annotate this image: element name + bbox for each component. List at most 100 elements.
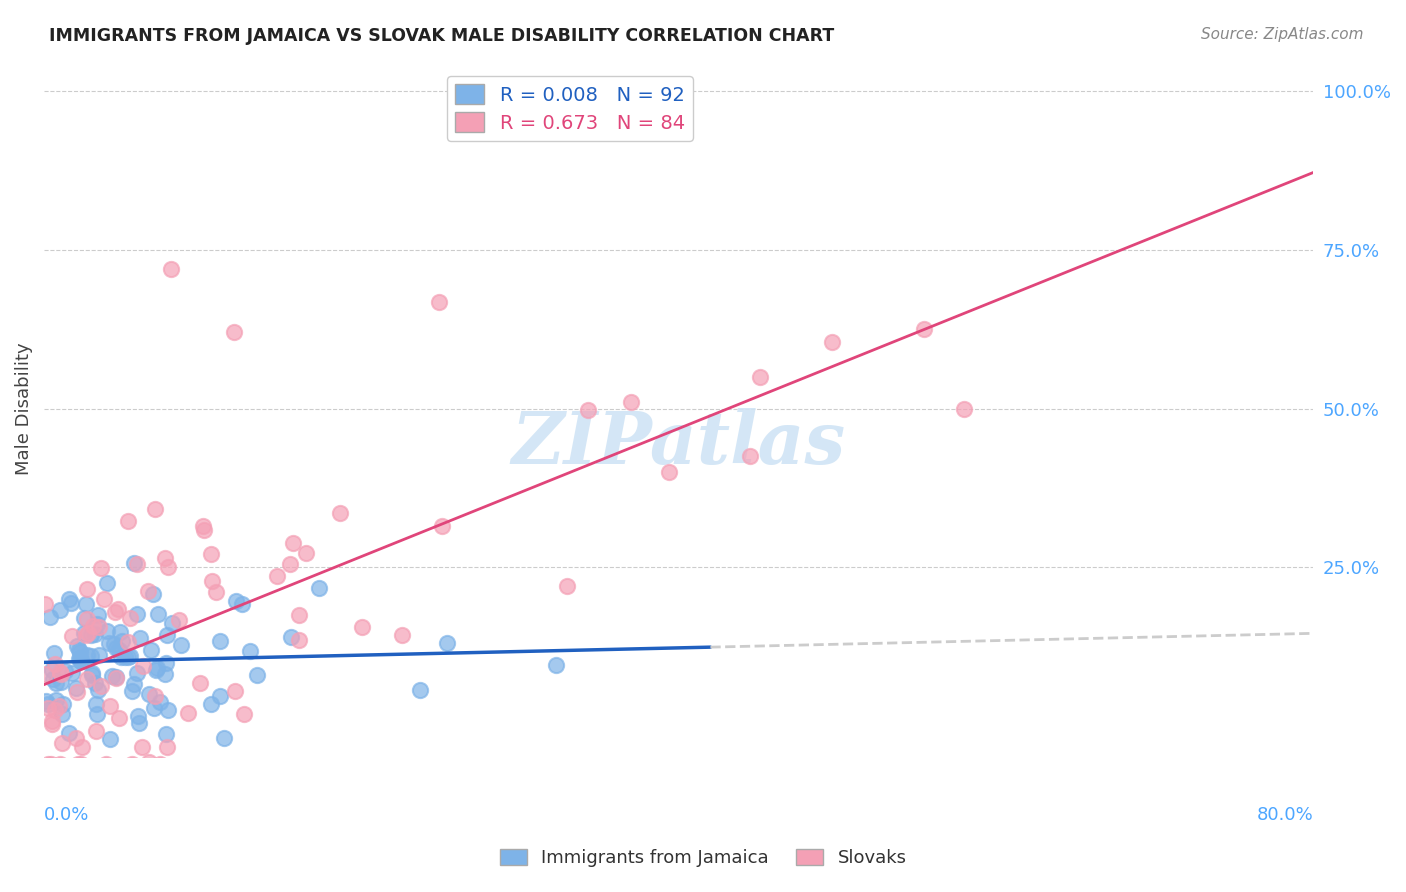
Point — [160, 262, 183, 277]
Point — [76, 612, 98, 626]
Point — [41, 663, 63, 677]
Point — [34, 666, 56, 681]
Point — [103, 637, 125, 651]
Point — [200, 697, 222, 711]
Point — [82, 618, 104, 632]
Point — [86, 697, 108, 711]
Point — [105, 640, 128, 655]
Point — [127, 607, 149, 621]
Point — [41, 716, 63, 731]
Point — [104, 605, 127, 619]
Point — [160, 615, 183, 630]
Point — [70, 654, 93, 668]
Point — [740, 449, 762, 463]
Point — [118, 648, 141, 663]
Point — [42, 646, 65, 660]
Point — [155, 656, 177, 670]
Point — [76, 582, 98, 596]
Point — [49, 756, 72, 771]
Point — [544, 658, 567, 673]
Point — [224, 326, 246, 340]
Point — [97, 636, 120, 650]
Point — [82, 668, 104, 682]
Point — [94, 756, 117, 771]
Point — [169, 613, 191, 627]
Point — [427, 294, 450, 309]
Point — [44, 657, 66, 671]
Point — [39, 756, 62, 771]
Point — [409, 683, 432, 698]
Point — [391, 628, 413, 642]
Point — [48, 698, 70, 713]
Point — [266, 569, 288, 583]
Point — [72, 739, 94, 754]
Point — [143, 501, 166, 516]
Point — [177, 706, 200, 721]
Point — [76, 648, 98, 663]
Point — [52, 697, 75, 711]
Point — [69, 650, 91, 665]
Point — [90, 561, 112, 575]
Point — [45, 693, 67, 707]
Point — [131, 740, 153, 755]
Point — [138, 687, 160, 701]
Point — [53, 665, 76, 679]
Point — [138, 755, 160, 769]
Point — [156, 739, 179, 754]
Point — [912, 321, 935, 335]
Point — [34, 597, 56, 611]
Point — [149, 695, 172, 709]
Point — [576, 403, 599, 417]
Point — [58, 592, 80, 607]
Point — [86, 723, 108, 738]
Point — [110, 624, 132, 639]
Point — [127, 665, 149, 680]
Point — [84, 676, 107, 690]
Point — [100, 699, 122, 714]
Point — [156, 628, 179, 642]
Point — [287, 608, 309, 623]
Point — [117, 650, 139, 665]
Point — [44, 703, 66, 717]
Legend: R = 0.008   N = 92, R = 0.673   N = 84: R = 0.008 N = 92, R = 0.673 N = 84 — [447, 77, 693, 141]
Text: 0.0%: 0.0% — [44, 806, 90, 824]
Point — [101, 669, 124, 683]
Point — [953, 401, 976, 416]
Point — [86, 616, 108, 631]
Point — [124, 676, 146, 690]
Point — [200, 547, 222, 561]
Point — [308, 581, 330, 595]
Point — [82, 665, 104, 680]
Point — [89, 620, 111, 634]
Point — [280, 630, 302, 644]
Point — [155, 550, 177, 565]
Point — [80, 628, 103, 642]
Point — [128, 631, 150, 645]
Point — [51, 707, 73, 722]
Point — [136, 584, 159, 599]
Point — [436, 636, 458, 650]
Point — [149, 756, 172, 771]
Point — [65, 731, 87, 746]
Point — [39, 610, 62, 624]
Point — [287, 633, 309, 648]
Point — [69, 645, 91, 659]
Point — [108, 643, 131, 657]
Point — [294, 546, 316, 560]
Point — [110, 650, 132, 665]
Point — [121, 756, 143, 771]
Point — [188, 675, 211, 690]
Point — [125, 557, 148, 571]
Point — [128, 716, 150, 731]
Point — [65, 681, 87, 696]
Point — [146, 661, 169, 675]
Point — [157, 560, 180, 574]
Point — [67, 643, 90, 657]
Point — [329, 507, 352, 521]
Point — [139, 642, 162, 657]
Point — [69, 655, 91, 669]
Point — [76, 672, 98, 686]
Point — [107, 602, 129, 616]
Point — [153, 667, 176, 681]
Point — [37, 756, 59, 771]
